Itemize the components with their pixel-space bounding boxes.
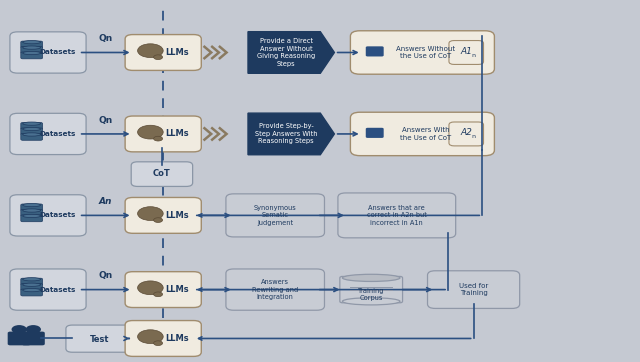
FancyBboxPatch shape [20, 122, 42, 129]
Text: Datasets: Datasets [40, 50, 76, 55]
FancyBboxPatch shape [20, 47, 42, 53]
FancyBboxPatch shape [20, 41, 42, 48]
Ellipse shape [138, 330, 163, 344]
Text: n: n [471, 53, 476, 58]
Text: Answers Without
the Use of CoT: Answers Without the Use of CoT [396, 46, 455, 59]
Text: Provide Step-by-
Step Answers With
Reasoning Steps: Provide Step-by- Step Answers With Reaso… [255, 123, 317, 144]
FancyBboxPatch shape [20, 204, 42, 211]
FancyBboxPatch shape [226, 194, 324, 237]
Ellipse shape [23, 127, 41, 131]
Ellipse shape [138, 281, 163, 295]
Circle shape [26, 325, 41, 334]
FancyBboxPatch shape [125, 35, 201, 70]
Ellipse shape [138, 125, 163, 139]
Text: Training
Corpus: Training Corpus [358, 288, 385, 301]
FancyBboxPatch shape [125, 116, 201, 152]
Text: Datasets: Datasets [40, 212, 76, 218]
FancyBboxPatch shape [340, 277, 403, 303]
Text: A1: A1 [460, 47, 472, 55]
Text: Test: Test [90, 335, 109, 344]
Ellipse shape [23, 133, 41, 136]
Text: Synonymous
Sematic
Judgement: Synonymous Sematic Judgement [254, 205, 296, 226]
FancyBboxPatch shape [66, 325, 132, 352]
FancyBboxPatch shape [10, 195, 86, 236]
Text: CoT: CoT [153, 169, 171, 178]
Ellipse shape [23, 122, 41, 125]
FancyBboxPatch shape [366, 128, 384, 138]
Text: LLMs: LLMs [166, 130, 189, 138]
Text: Qn: Qn [99, 116, 113, 125]
FancyBboxPatch shape [366, 46, 384, 56]
Ellipse shape [342, 274, 400, 282]
Text: Qn: Qn [99, 34, 113, 43]
Text: LLMs: LLMs [166, 285, 189, 294]
FancyBboxPatch shape [226, 269, 324, 310]
Ellipse shape [23, 209, 41, 212]
Ellipse shape [23, 289, 41, 292]
FancyBboxPatch shape [351, 31, 494, 74]
Ellipse shape [23, 51, 41, 55]
FancyBboxPatch shape [125, 198, 201, 233]
Text: LLMs: LLMs [166, 48, 189, 57]
FancyBboxPatch shape [10, 269, 86, 310]
FancyBboxPatch shape [20, 284, 42, 290]
FancyBboxPatch shape [338, 193, 456, 238]
Text: Datasets: Datasets [40, 287, 76, 292]
FancyBboxPatch shape [10, 32, 86, 73]
FancyBboxPatch shape [22, 332, 45, 345]
FancyBboxPatch shape [20, 278, 42, 285]
Ellipse shape [138, 207, 163, 220]
Ellipse shape [154, 55, 163, 60]
Text: n: n [471, 134, 476, 139]
FancyBboxPatch shape [8, 332, 31, 345]
FancyBboxPatch shape [131, 162, 193, 186]
Circle shape [12, 325, 27, 334]
FancyBboxPatch shape [428, 271, 520, 308]
Text: Answers
Rewriting and
Integration: Answers Rewriting and Integration [252, 279, 298, 300]
FancyBboxPatch shape [20, 215, 42, 222]
Ellipse shape [154, 292, 163, 297]
Ellipse shape [138, 44, 163, 58]
FancyBboxPatch shape [20, 52, 42, 59]
Ellipse shape [154, 341, 163, 345]
FancyBboxPatch shape [20, 134, 42, 140]
Ellipse shape [154, 218, 163, 222]
Ellipse shape [342, 298, 400, 305]
Text: LLMs: LLMs [166, 334, 189, 343]
Text: A2: A2 [460, 128, 472, 137]
Text: Provide a Direct
Answer Without
Giving Reasoning
Steps: Provide a Direct Answer Without Giving R… [257, 38, 316, 67]
FancyBboxPatch shape [10, 113, 86, 155]
FancyBboxPatch shape [449, 41, 484, 64]
FancyBboxPatch shape [125, 272, 201, 308]
FancyBboxPatch shape [20, 209, 42, 216]
Text: Answers With
the Use of CoT: Answers With the Use of CoT [400, 127, 451, 141]
Text: Qn: Qn [99, 272, 113, 280]
Ellipse shape [23, 46, 41, 49]
FancyBboxPatch shape [20, 128, 42, 135]
Text: An: An [99, 197, 112, 206]
FancyBboxPatch shape [449, 122, 484, 146]
Text: Used for
Training: Used for Training [459, 283, 488, 296]
Text: Answers that are
correct in A2n but
incorrect in A1n: Answers that are correct in A2n but inco… [367, 205, 427, 226]
Polygon shape [248, 32, 334, 73]
Ellipse shape [23, 283, 41, 286]
FancyBboxPatch shape [20, 289, 42, 296]
Text: LLMs: LLMs [166, 211, 189, 220]
Polygon shape [248, 113, 334, 155]
Ellipse shape [23, 278, 41, 281]
Text: Datasets: Datasets [40, 131, 76, 137]
FancyBboxPatch shape [351, 112, 494, 156]
Ellipse shape [23, 214, 41, 218]
Ellipse shape [23, 203, 41, 207]
Ellipse shape [154, 136, 163, 141]
FancyBboxPatch shape [125, 321, 201, 356]
Ellipse shape [23, 41, 41, 44]
